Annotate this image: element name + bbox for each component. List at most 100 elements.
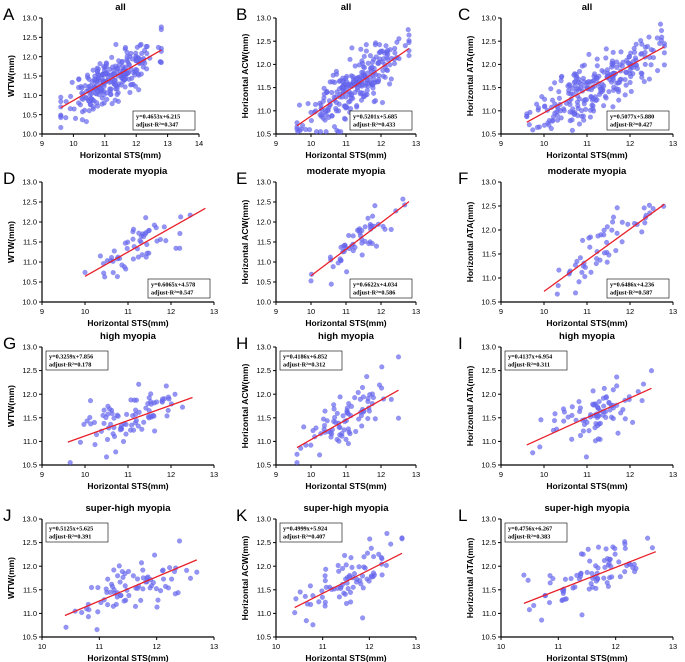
data-point [562,576,569,582]
data-point [541,122,548,128]
x-axis-label: Horizontal STS(mm) [305,653,386,662]
data-point [593,585,599,592]
data-point [363,48,370,54]
data-point [177,245,183,251]
data-point [638,37,644,44]
data-point [571,111,577,118]
data-point [641,78,647,85]
data-point [340,79,346,85]
data-point [601,575,607,581]
data-point [552,110,558,116]
data-point [581,421,588,428]
y-tick-label: 13.0 [256,343,271,352]
panel-letter: G [3,334,16,353]
x-tick-label: 11 [95,642,103,651]
panel-letter: E [236,169,247,188]
y-tick-label: 12.5 [256,198,271,207]
data-point [387,81,393,87]
data-point [310,428,316,434]
data-point [358,581,364,587]
data-point [550,575,556,582]
data-point [321,91,327,97]
y-tick-label: 10.5 [481,633,496,642]
data-point [122,84,128,90]
y-tick-label: 12.5 [22,366,37,375]
data-point [90,67,96,73]
data-point [321,422,328,429]
data-point [579,269,585,276]
data-point [127,89,133,96]
data-point [356,564,362,570]
data-point [388,541,394,547]
data-point [154,604,160,610]
y-axis-label: Horizontal ATA(mm) [465,36,475,117]
data-point [158,27,164,33]
chart-title: super-high myopia [86,503,172,514]
data-point [135,585,141,592]
y-axis-label: Horizontal ATA(mm) [465,366,475,447]
adjusted-r2: adjust-R²=0.433 [353,122,395,129]
data-point [587,558,593,564]
data-point [337,394,343,400]
x-tick-label: 11 [319,642,327,651]
data-point [609,60,615,67]
data-point [312,101,319,108]
data-point [379,385,385,391]
y-tick-label: 12.0 [481,562,496,571]
data-point [119,568,125,575]
data-point [526,607,533,613]
y-tick-label: 11.5 [257,83,271,92]
data-point [101,420,107,427]
data-point [139,252,145,258]
data-point [72,115,79,122]
data-point [360,585,366,591]
data-point [359,240,365,246]
x-axis-label: Horizontal STS(mm) [87,653,168,662]
data-point [583,454,590,460]
data-point [368,545,374,551]
data-point [359,228,365,234]
data-point [606,560,612,566]
data-point [144,66,150,72]
data-point [585,546,591,552]
data-point [103,586,109,592]
data-point [594,63,600,69]
panel-letter: C [458,5,470,24]
data-point [308,109,314,116]
data-point [610,104,616,110]
y-tick-label: 10.5 [256,633,271,642]
data-point [163,383,169,389]
data-point [138,71,144,77]
data-point [388,226,394,233]
data-point [392,45,398,52]
y-tick-label: 12.5 [256,37,271,46]
y-tick-label: 11.5 [257,413,271,422]
y-tick-label: 12.5 [22,33,37,42]
data-point [112,97,118,103]
data-point [105,576,111,582]
data-point [610,416,616,422]
data-point [406,32,412,38]
regression-equation: y=0.4653x+6.215 [136,114,180,121]
data-point [154,399,160,405]
data-point [585,78,592,85]
x-tick-label: 13 [669,139,677,148]
y-tick-label: 13.0 [256,515,271,524]
data-point [94,626,100,633]
data-point [603,46,609,52]
data-point [614,205,620,211]
data-point [405,27,411,33]
data-point [114,412,120,418]
x-tick-label: 13 [412,470,420,479]
data-point [661,62,668,68]
data-point [147,585,153,591]
data-point [139,50,145,57]
data-point [548,86,554,92]
data-point [329,89,335,96]
data-point [82,269,88,276]
data-point [615,430,621,436]
data-point [92,90,99,96]
x-axis-label: Horizontal STS(mm) [546,150,627,160]
data-point [649,545,656,551]
